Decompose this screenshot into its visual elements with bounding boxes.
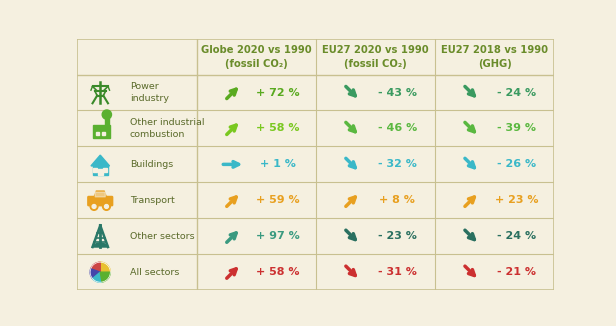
Text: + 8 %: + 8 %	[379, 195, 415, 205]
Bar	[92, 165, 108, 175]
Wedge shape	[90, 269, 100, 279]
Text: + 59 %: + 59 %	[256, 195, 300, 205]
Text: Globe 2020 vs 1990
(fossil CO₂): Globe 2020 vs 1990 (fossil CO₂)	[201, 45, 312, 69]
Text: Other sectors: Other sectors	[130, 232, 194, 241]
Text: All sectors: All sectors	[130, 268, 179, 277]
Text: - 26 %: - 26 %	[496, 159, 536, 170]
Bar	[98, 169, 103, 175]
Circle shape	[92, 204, 96, 208]
Polygon shape	[92, 243, 108, 247]
Text: + 58 %: + 58 %	[256, 267, 300, 277]
Polygon shape	[94, 191, 107, 197]
Text: + 72 %: + 72 %	[256, 87, 300, 97]
Circle shape	[102, 110, 111, 119]
Text: Transport: Transport	[130, 196, 174, 205]
Wedge shape	[92, 272, 102, 282]
Bar	[103, 168, 107, 172]
Text: - 46 %: - 46 %	[378, 124, 417, 133]
Bar	[102, 131, 105, 135]
Text: - 39 %: - 39 %	[496, 124, 536, 133]
Bar	[105, 118, 109, 126]
Text: + 1 %: + 1 %	[260, 159, 296, 170]
Text: - 24 %: - 24 %	[496, 231, 536, 241]
Bar	[95, 131, 99, 135]
Text: Other industrial
combustion: Other industrial combustion	[130, 118, 204, 139]
Wedge shape	[91, 262, 100, 272]
Polygon shape	[91, 155, 110, 166]
Bar	[93, 168, 97, 172]
Text: - 31 %: - 31 %	[378, 267, 416, 277]
Text: + 58 %: + 58 %	[256, 124, 300, 133]
Text: EU27 2020 vs 1990
(fossil CO₂): EU27 2020 vs 1990 (fossil CO₂)	[322, 45, 429, 69]
Text: - 43 %: - 43 %	[378, 87, 416, 97]
Circle shape	[90, 203, 98, 210]
Text: - 23 %: - 23 %	[378, 231, 416, 241]
Text: - 32 %: - 32 %	[378, 159, 416, 170]
Text: EU27 2018 vs 1990
(GHG): EU27 2018 vs 1990 (GHG)	[441, 45, 548, 69]
Wedge shape	[100, 262, 110, 272]
Text: Buildings: Buildings	[130, 160, 173, 169]
Text: Power
industry: Power industry	[130, 82, 169, 103]
Text: + 97 %: + 97 %	[256, 231, 300, 241]
FancyBboxPatch shape	[95, 192, 105, 197]
Text: - 24 %: - 24 %	[496, 87, 536, 97]
FancyBboxPatch shape	[88, 197, 113, 206]
Text: + 23 %: + 23 %	[495, 195, 538, 205]
Bar	[92, 126, 110, 138]
Circle shape	[105, 204, 108, 208]
Circle shape	[103, 203, 110, 210]
Text: - 21 %: - 21 %	[496, 267, 536, 277]
Wedge shape	[100, 272, 110, 282]
